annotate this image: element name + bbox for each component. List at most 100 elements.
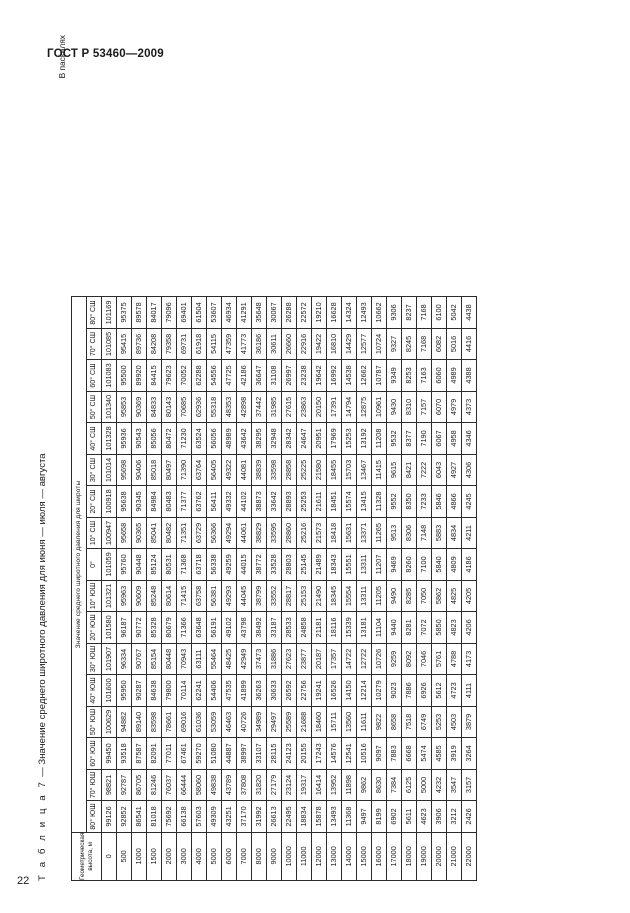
pressure-cell: 11104 xyxy=(371,611,387,643)
table-row: 0 99126 98821 99450 100629 101600 101907 101580… xyxy=(101,296,117,880)
pressure-cell: 33187 xyxy=(266,611,282,643)
pressure-cell: 38839 xyxy=(251,453,267,486)
latitude-header-15: 70° СШ xyxy=(86,327,102,360)
pressure-cell: 16810 xyxy=(326,327,342,360)
table-row: 16000 8199 8630 9097 9822 10279 10726 11104 1120… xyxy=(371,296,387,880)
pressure-cell: 7233 xyxy=(416,485,432,517)
pressure-cell: 7886 xyxy=(401,674,417,706)
pressure-cell: 25145 xyxy=(296,548,312,580)
table-row: 6000 43251 43789 44887 46463 47535 48425 49102 4… xyxy=(221,296,237,880)
pressure-cell: 71377 xyxy=(176,485,192,517)
pressure-cell: 71351 xyxy=(176,516,192,549)
pressure-cell: 4173 xyxy=(461,642,477,675)
height-cell: 22000 xyxy=(461,831,477,880)
pressure-cell: 61918 xyxy=(191,327,207,360)
pressure-cell: 18116 xyxy=(326,611,342,643)
pressure-cell: 15703 xyxy=(341,453,357,486)
table-row: 5000 49309 49838 51080 53059 54406 55464 56191 5… xyxy=(206,296,222,880)
height-cell: 1500 xyxy=(146,831,162,880)
pressure-cell: 63111 xyxy=(191,642,207,675)
latitude-header-2: 60° ЮШ xyxy=(86,737,102,769)
pressure-cell: 96187 xyxy=(116,611,132,643)
pressure-cell: 44015 xyxy=(236,548,252,580)
height-cell: 16000 xyxy=(371,831,387,880)
pressure-cell: 90448 xyxy=(131,548,147,580)
pressure-cell: 82091 xyxy=(146,737,162,769)
pressure-cell: 3919 xyxy=(446,737,462,769)
pressure-cell: 9259 xyxy=(386,642,402,675)
pressure-cell: 21181 xyxy=(311,611,327,643)
pressure-cell: 84415 xyxy=(146,359,162,391)
latitude-header-3: 50° ЮШ xyxy=(86,705,102,738)
pressure-cell: 38829 xyxy=(251,516,267,549)
table-row: 21000 3212 3547 3919 4503 4723 4788 4823 4825 480… xyxy=(446,296,462,880)
pressure-cell: 101059 xyxy=(101,548,117,580)
pressure-cell: 100918 xyxy=(101,485,117,517)
pressure-cell: 7148 xyxy=(416,516,432,549)
pressure-cell: 86541 xyxy=(131,800,147,832)
pressure-cell: 9862 xyxy=(356,768,372,801)
pressure-cell: 4111 xyxy=(461,674,477,706)
height-cell: 8000 xyxy=(251,831,267,880)
pressure-cell: 28342 xyxy=(281,422,297,454)
pressure-cell: 66444 xyxy=(176,768,192,801)
pressure-cell: 49322 xyxy=(221,453,237,486)
height-cell: 9000 xyxy=(266,831,282,880)
pressure-cell: 69401 xyxy=(176,296,192,328)
pressure-cell: 19642 xyxy=(311,359,327,391)
pressure-cell: 95658 xyxy=(116,516,132,549)
pressure-cell: 42898 xyxy=(236,390,252,423)
pressure-cell: 6125 xyxy=(401,768,417,801)
pressure-cell: 83598 xyxy=(146,705,162,738)
pressure-cell: 8630 xyxy=(371,768,387,801)
pressure-cell: 4205 xyxy=(461,579,477,612)
pressure-cell: 78661 xyxy=(161,705,177,738)
pressure-cell: 4306 xyxy=(461,453,477,486)
pressure-cell: 89578 xyxy=(131,296,147,328)
height-cell: 1000 xyxy=(131,831,147,880)
pressure-cell: 26592 xyxy=(281,674,297,706)
latitude-header-13: 50° СШ xyxy=(86,390,102,423)
pressure-cell: 18834 xyxy=(296,800,312,832)
pressure-cell: 63758 xyxy=(191,579,207,612)
pressure-cell: 36647 xyxy=(251,359,267,391)
pressure-cell: 7518 xyxy=(401,705,417,738)
height-cell: 7000 xyxy=(236,831,252,880)
pressure-cell: 28858 xyxy=(281,453,297,486)
pressure-cell: 54556 xyxy=(206,359,222,391)
pressure-cell: 4416 xyxy=(461,327,477,360)
pressure-cell: 5883 xyxy=(431,516,447,549)
pressure-cell: 80614 xyxy=(161,579,177,612)
pressure-cell: 84017 xyxy=(146,296,162,328)
pressure-cell: 4438 xyxy=(461,296,477,328)
table-body: 0 99126 98821 99450 100629 101600 101907 101580… xyxy=(101,296,477,880)
pressure-cell: 5761 xyxy=(431,642,447,675)
pressure-cell: 4989 xyxy=(446,359,462,391)
pressure-cell: 13192 xyxy=(356,422,372,454)
pressure-cell: 4834 xyxy=(446,516,462,549)
pressure-cell: 101340 xyxy=(101,390,117,423)
pressure-cell: 4186 xyxy=(461,548,477,580)
pressure-cell: 95698 xyxy=(116,453,132,486)
pressure-cell: 63729 xyxy=(191,516,207,549)
pressure-cell: 30633 xyxy=(266,674,282,706)
pressure-cell: 15631 xyxy=(341,516,357,549)
table-row: 14000 11368 11898 12541 13560 14150 14722 15339… xyxy=(341,296,357,880)
pressure-cell: 85056 xyxy=(146,422,162,454)
pressure-cell: 4958 xyxy=(446,422,462,454)
pressure-cell: 23863 xyxy=(296,390,312,423)
units-note: В паскалях xyxy=(57,34,67,78)
pressure-cell: 101085 xyxy=(101,327,117,360)
pressure-cell: 41291 xyxy=(236,296,252,328)
table-row: 7000 37170 37808 38997 40726 41899 42949 43798 4… xyxy=(236,296,252,880)
pressure-cell: 49293 xyxy=(221,579,237,612)
pressure-cell: 96334 xyxy=(116,642,132,675)
pressure-cell: 15253 xyxy=(341,422,357,454)
pressure-cell: 18345 xyxy=(326,579,342,612)
pressure-cell: 15711 xyxy=(326,705,342,738)
pressure-cell: 49309 xyxy=(206,800,222,832)
pressure-cell: 5000 xyxy=(416,768,432,801)
pressure-cell: 79358 xyxy=(161,327,177,360)
pressure-cell: 85154 xyxy=(146,642,162,675)
pressure-cell: 19422 xyxy=(311,327,327,360)
